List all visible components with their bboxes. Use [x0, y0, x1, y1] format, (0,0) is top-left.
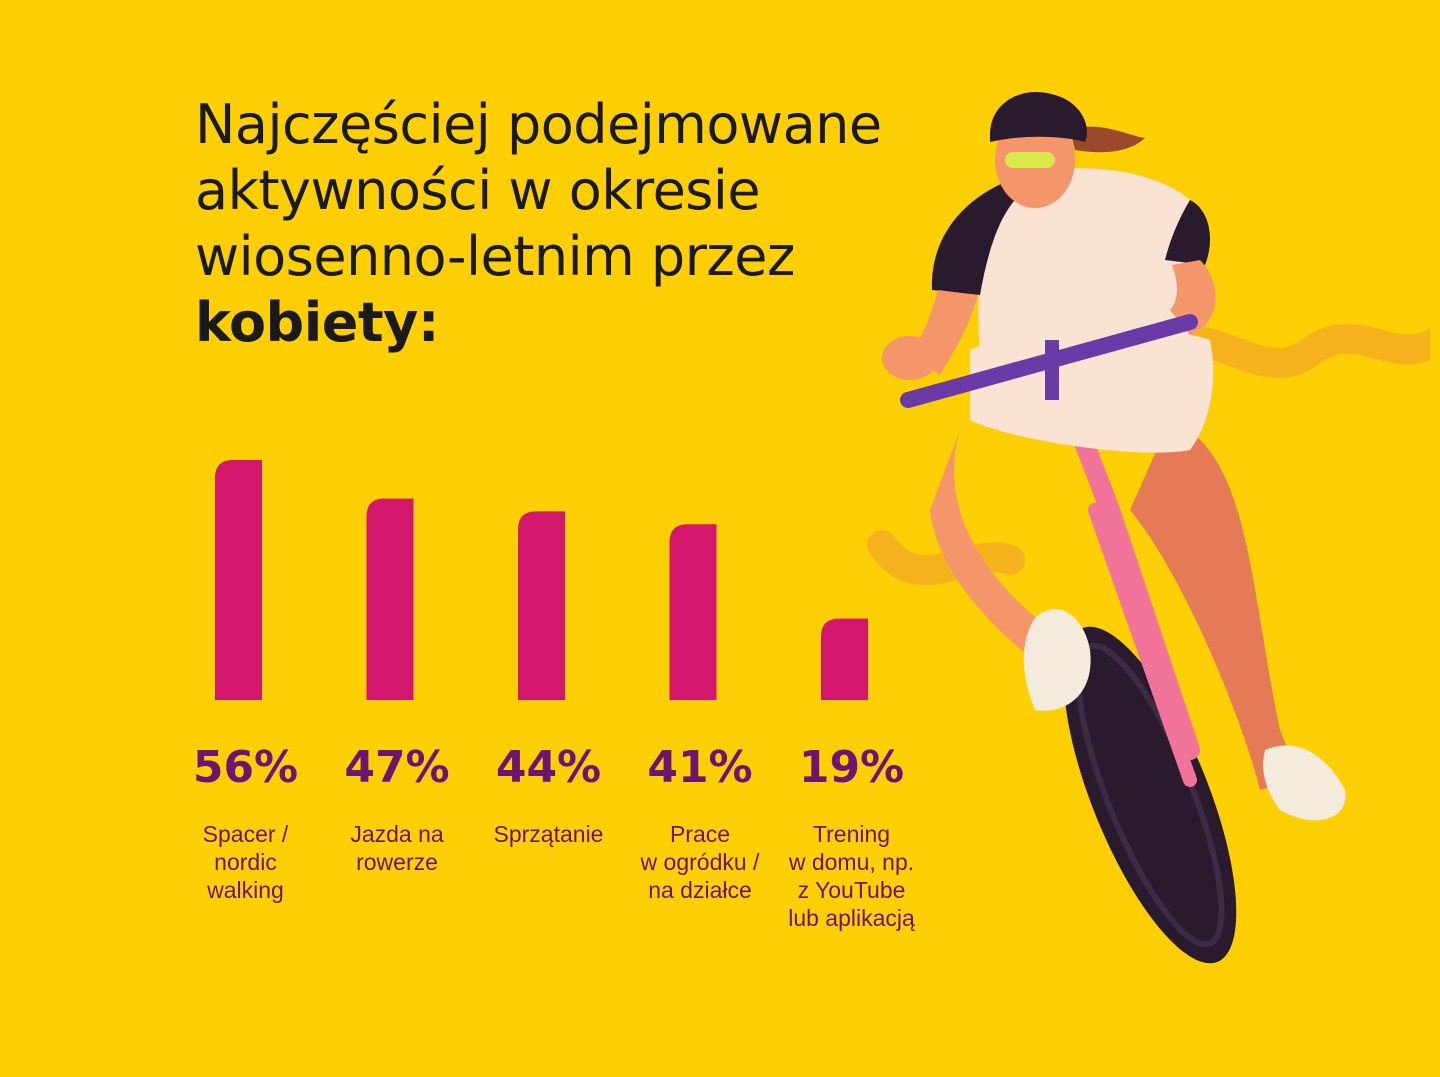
category-label: Trening: [813, 821, 890, 847]
value-label: 19%: [799, 742, 904, 793]
category-label: Sprzątanie: [494, 821, 604, 847]
category-label: Prace: [670, 821, 730, 847]
category-label: lub aplikacją: [788, 905, 915, 931]
bicycle-wheel-shape: [1063, 626, 1237, 964]
title-emphasis: kobiety:: [195, 291, 439, 354]
category-label: z YouTube: [798, 877, 906, 903]
title-line-1: Najczęściej podejmowane: [195, 93, 882, 156]
category-label: nordic: [214, 849, 277, 875]
value-label: 56%: [193, 742, 298, 793]
sleeve-shape: [931, 180, 1025, 295]
bar: [669, 524, 717, 700]
title-line-2: aktywności w okresie: [195, 159, 761, 222]
leg-shape: [1130, 420, 1300, 790]
category-label: rowerze: [356, 849, 438, 875]
shorts-shape: [970, 326, 1214, 453]
bar: [518, 511, 565, 700]
sleeve-shape: [1165, 200, 1210, 265]
category-label: na działce: [648, 877, 752, 903]
cyclist-illustration-icon: [867, 91, 1430, 964]
hair-shape: [1070, 126, 1145, 153]
category-label: w ogródku /: [640, 849, 761, 875]
value-label: 47%: [344, 742, 449, 793]
helmet-shape: [990, 91, 1087, 142]
title-line-3: wiosenno-letnim przez: [195, 225, 795, 288]
category-label: w domu, np.: [788, 849, 914, 875]
category-label: Jazda na: [350, 821, 444, 847]
jersey-shape: [978, 168, 1195, 355]
bar: [821, 618, 868, 700]
sunglasses-shape: [1005, 152, 1055, 168]
value-label: 44%: [496, 742, 601, 793]
page-title: Najczęściej podejmowane aktywności w okr…: [195, 92, 882, 356]
category-label: walking: [206, 877, 284, 903]
category-label: Spacer /: [203, 821, 289, 847]
bar: [215, 460, 262, 700]
shoe-shape: [1023, 609, 1091, 711]
ribbon-shape: [867, 530, 1025, 586]
shoe-shape: [1263, 745, 1346, 821]
bar: [366, 498, 414, 700]
fist-shape: [882, 336, 938, 380]
value-label: 41%: [647, 742, 752, 793]
